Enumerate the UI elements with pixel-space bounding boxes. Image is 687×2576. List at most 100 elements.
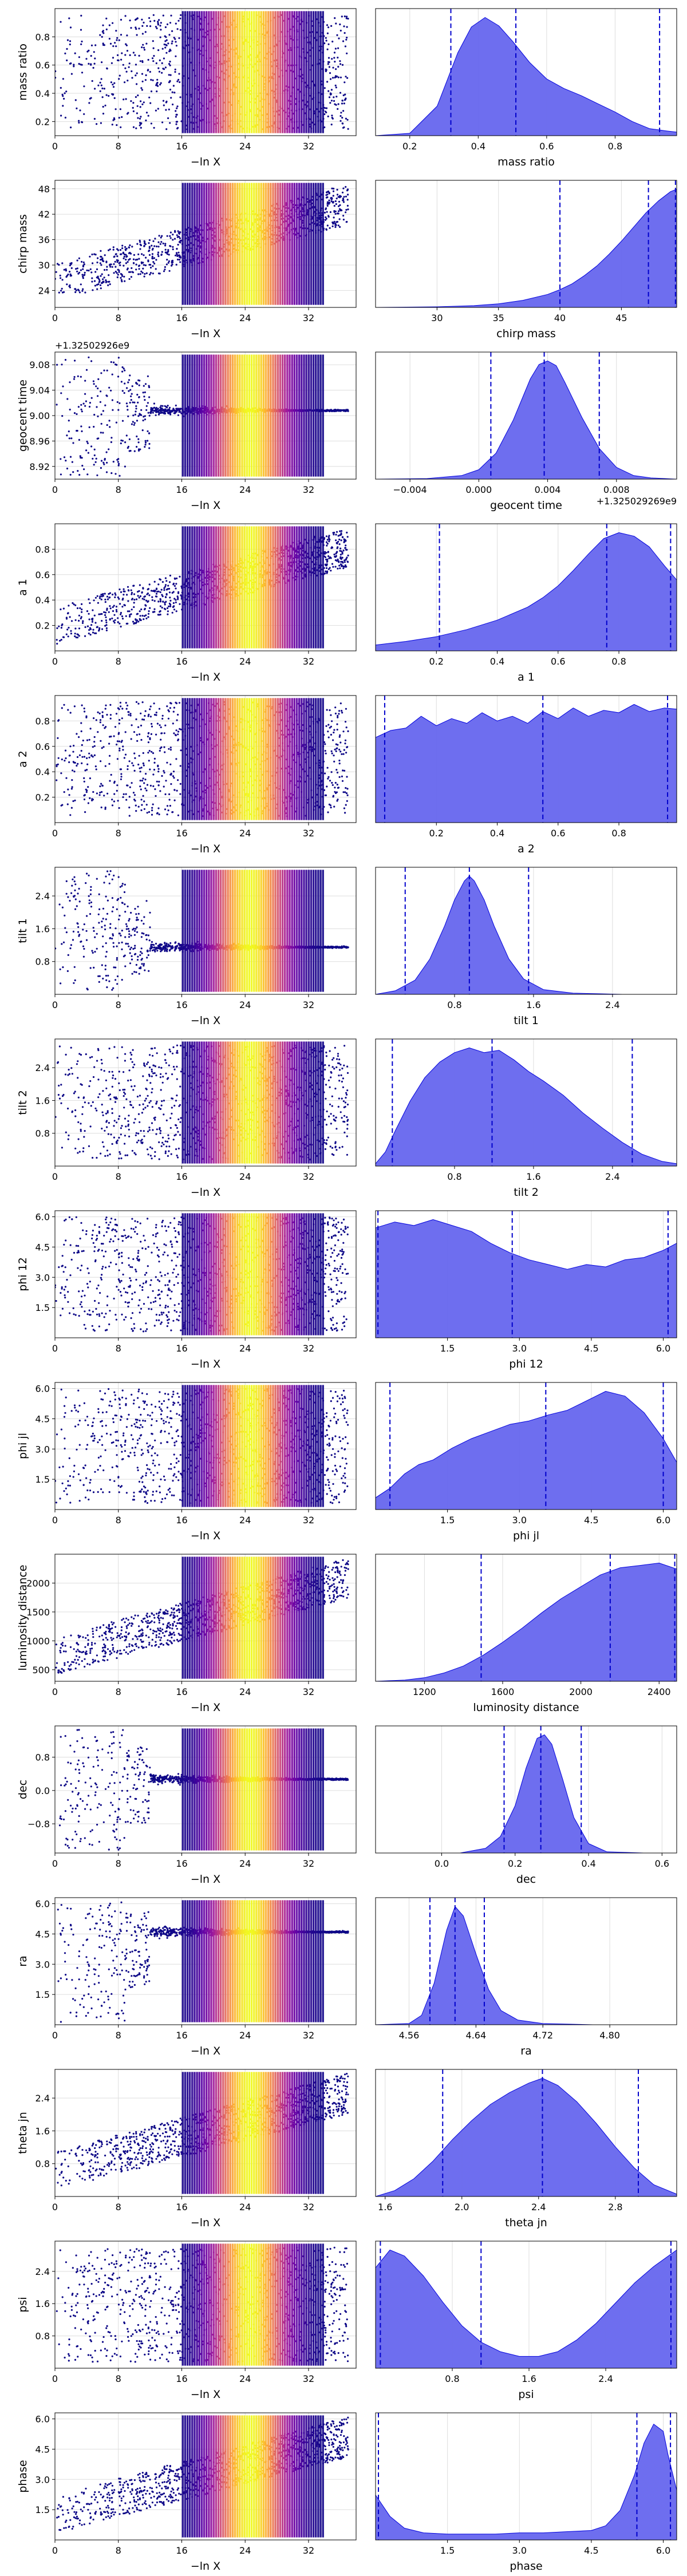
scatter-point (153, 55, 155, 57)
scatter-point (106, 67, 108, 69)
scatter-point (169, 49, 171, 51)
scatter-point (156, 90, 158, 93)
scatter-point (169, 749, 172, 751)
scatter-point (169, 235, 171, 237)
scatter-point (149, 273, 151, 276)
sample-band (186, 183, 189, 305)
scatter-point (80, 616, 82, 618)
scatter-point (64, 92, 66, 94)
scatter-point (118, 271, 120, 273)
scatter-point (324, 563, 327, 566)
scatter-point (99, 595, 101, 598)
sample-band (196, 11, 198, 133)
scatter-point (145, 42, 148, 45)
sample-band (227, 11, 229, 133)
scatter-point (131, 609, 133, 611)
scatter-point (178, 254, 180, 256)
scatter-point (125, 44, 128, 46)
scatter-point (135, 598, 138, 600)
scatter-point (65, 270, 68, 272)
sample-band (270, 183, 272, 305)
scatter-point (77, 375, 79, 377)
scatter-point (109, 605, 111, 607)
y-tick-label: 8.92 (29, 461, 50, 472)
scatter-point (342, 187, 345, 189)
scatter-point (176, 595, 179, 598)
x-axis-label: mass ratio (498, 156, 555, 168)
scatter-point (77, 406, 80, 408)
scatter-point (108, 38, 110, 40)
scatter-point (157, 600, 160, 603)
sample-band (319, 11, 322, 133)
scatter-point (113, 800, 115, 803)
scatter-point (125, 249, 127, 251)
scatter-point (345, 38, 348, 41)
scatter-point (120, 126, 122, 128)
scatter-point (118, 78, 120, 80)
scatter-point (117, 54, 119, 56)
scatter-point (140, 127, 142, 129)
scatter-point (144, 441, 147, 444)
sample-band (219, 354, 222, 477)
scatter-point (331, 781, 333, 784)
scatter-point (121, 606, 124, 608)
scatter-point (342, 94, 345, 97)
scatter-point (131, 70, 133, 73)
scatter-point (177, 414, 179, 416)
scatter-point (327, 57, 330, 59)
scatter-point (331, 187, 333, 189)
scatter-point (164, 577, 167, 579)
scatter-point (173, 609, 176, 611)
scatter-point (334, 48, 337, 50)
sample-band (295, 354, 298, 477)
scatter-point (164, 410, 167, 413)
scatter-point (347, 208, 349, 211)
scatter-point (93, 118, 96, 120)
scatter-point (176, 107, 178, 109)
sample-band (312, 11, 315, 133)
sample-band (203, 526, 206, 649)
scatter-point (116, 124, 118, 127)
scatter-point (123, 257, 125, 259)
scatter-point (104, 601, 106, 603)
scatter-point (155, 62, 157, 65)
scatter-point (116, 276, 119, 278)
scatter-point (164, 266, 166, 268)
scatter-point (60, 277, 62, 279)
scatter-point (169, 22, 172, 24)
scatter-point (135, 268, 137, 271)
scatter-point (158, 813, 160, 816)
scatter-point (81, 72, 84, 74)
scatter-point (129, 252, 132, 255)
scatter-point (132, 106, 134, 109)
scatter-point (169, 245, 171, 247)
scatter-point (100, 84, 102, 86)
scatter-point (147, 616, 149, 618)
scatter-point (88, 629, 90, 631)
scatter-point (90, 63, 92, 65)
scatter-point (93, 448, 96, 451)
scatter-point (117, 617, 119, 619)
scatter-point (111, 124, 113, 126)
scatter-point (66, 467, 69, 470)
scatter-point (332, 66, 334, 69)
scatter-point (81, 609, 83, 611)
scatter-point (169, 88, 172, 91)
scatter-point (333, 205, 335, 207)
scatter-point (179, 231, 181, 234)
scatter-point (96, 406, 98, 408)
scatter-point (166, 705, 168, 708)
axes-frame (375, 180, 677, 308)
sample-band (255, 354, 258, 477)
scatter-point (164, 724, 167, 726)
scatter-point (335, 86, 337, 89)
scatter-point (130, 399, 132, 401)
scatter-point (326, 224, 329, 227)
scatter-point (105, 94, 108, 96)
scatter-point (340, 550, 342, 552)
sample-band (210, 183, 212, 305)
sample-band (264, 11, 267, 133)
scatter-point (135, 405, 137, 408)
sample-band (286, 354, 289, 477)
scatter-point (159, 409, 161, 411)
